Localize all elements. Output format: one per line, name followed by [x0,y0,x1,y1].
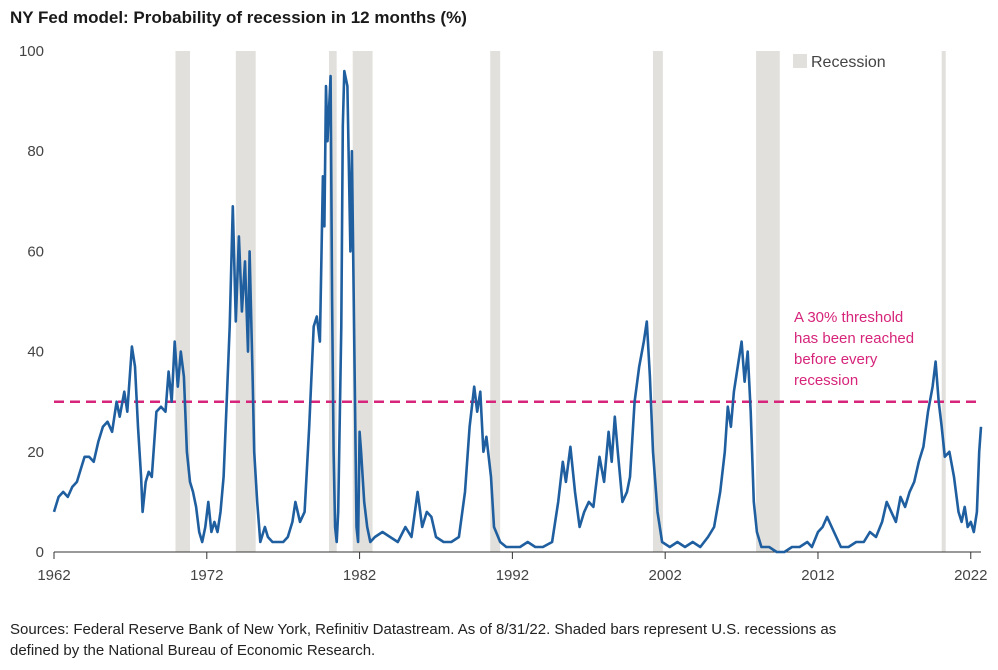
y-tick-label-20: 20 [27,444,44,461]
x-tick-label-2012: 2012 [801,567,834,584]
threshold-annotation-line-2: before every [794,351,878,368]
recession-bar-7 [942,51,946,552]
y-tick-label-60: 60 [27,243,44,260]
legend-swatch [793,54,807,68]
recession-probability-chart: 0 20 40 60 80 100 1962 1972 1982 1992 2002 2012 202… [0,0,998,610]
x-tick-label-2022: 2022 [954,567,987,584]
x-tick-label-1972: 1972 [190,567,223,584]
threshold-annotation-line-0: A 30% threshold [794,309,903,326]
threshold-annotation-line-1: has been reached [794,330,914,347]
threshold-annotation: A 30% threshold has been reached before ev… [794,309,914,389]
x-tick-label-1962: 1962 [37,567,70,584]
legend: Recession [793,54,886,71]
y-axis: 0 20 40 60 80 100 [19,43,44,561]
source-line-2: defined by the National Bureau of Econom… [10,640,990,661]
recession-bar-6 [756,51,780,552]
y-tick-label-80: 80 [27,143,44,160]
y-tick-label-0: 0 [36,544,44,561]
source-note: Sources: Federal Reserve Bank of New Yor… [10,619,990,661]
x-tick-label-1992: 1992 [496,567,529,584]
x-tick-label-2002: 2002 [648,567,681,584]
source-line-1: Sources: Federal Reserve Bank of New Yor… [10,619,990,640]
x-tick-label-1982: 1982 [343,567,376,584]
y-tick-label-100: 100 [19,43,44,60]
x-axis: 1962 1972 1982 1992 2002 2012 2022 [37,552,987,584]
legend-label: Recession [811,54,886,71]
recession-bar-0 [175,51,190,552]
threshold-annotation-line-3: recession [794,372,858,389]
y-tick-label-40: 40 [27,344,44,361]
